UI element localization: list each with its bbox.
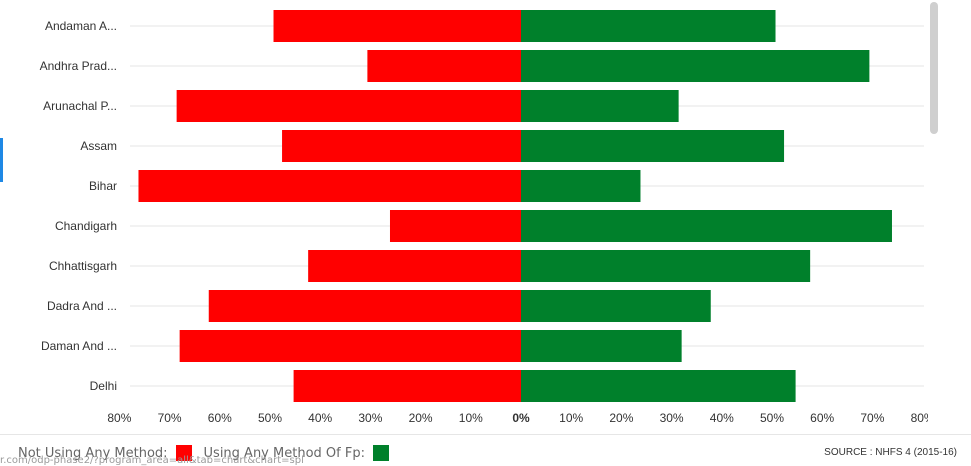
bar-not-using-andhra-prad[interactable]: [367, 50, 521, 82]
bar-not-using-bihar[interactable]: [138, 170, 521, 202]
x-tick-label: 50%: [258, 411, 282, 425]
x-tick-label: 70%: [158, 411, 182, 425]
category-labels: Andaman A... Andhra Prad... Arunachal P...…: [40, 19, 117, 393]
category-label: Chandigarh: [55, 219, 117, 233]
legend-swatch-not-using[interactable]: [175, 445, 192, 461]
bar-using-assam[interactable]: [521, 130, 785, 162]
x-axis-ticks: 80% 70% 60% 50% 40% 30% 20% 10% 0% 10% 20% 30% 40% 50…: [107, 411, 928, 425]
x-tick-label: 20%: [609, 411, 633, 425]
bar-using-chandigarh[interactable]: [521, 210, 892, 242]
category-label: Arunachal P...: [43, 99, 117, 113]
bar-using-andaman-a[interactable]: [521, 10, 776, 42]
x-tick-label: 60%: [810, 411, 834, 425]
bar-not-using-delhi[interactable]: [293, 370, 521, 402]
x-tick-label: 30%: [660, 411, 684, 425]
scrollbar-thumb[interactable]: [930, 2, 938, 134]
category-label: Delhi: [90, 379, 117, 393]
status-url: r.com/odp-phase2/?program_area=all&tab=c…: [0, 455, 304, 466]
x-tick-label: 10%: [559, 411, 583, 425]
bar-using-arunachal-p[interactable]: [521, 90, 679, 122]
x-tick-label: 80%: [107, 411, 131, 425]
category-label: Dadra And ...: [47, 299, 117, 313]
x-tick-label: 0%: [512, 411, 530, 425]
legend-label-using: Using Any Method Of Fp:: [203, 445, 365, 461]
chart-footer: Not Using Any Method: Using Any Method O…: [0, 434, 971, 466]
x-tick-label: 30%: [358, 411, 382, 425]
x-axis-band: [36, 402, 928, 432]
x-tick-label: 80%: [911, 411, 928, 425]
legend-swatch-using[interactable]: [372, 445, 389, 461]
category-label: Daman And ...: [41, 339, 117, 353]
x-tick-label: 40%: [308, 411, 332, 425]
bar-using-bihar[interactable]: [521, 170, 641, 202]
legend: Not Using Any Method: Using Any Method O…: [18, 445, 395, 461]
category-label: Andaman A...: [45, 19, 117, 33]
category-label: Assam: [80, 139, 117, 153]
x-tick-label: 40%: [710, 411, 734, 425]
bar-not-using-chandigarh[interactable]: [389, 210, 521, 242]
source-note: SOURCE : NHFS 4 (2015-16): [824, 447, 957, 458]
category-label: Andhra Prad...: [40, 59, 117, 73]
bar-not-using-andaman-a[interactable]: [273, 10, 521, 42]
x-tick-label: 70%: [860, 411, 884, 425]
bar-not-using-daman-and[interactable]: [179, 330, 521, 362]
legend-label-not-using: Not Using Any Method:: [18, 445, 168, 461]
category-label: Chhattisgarh: [49, 259, 117, 273]
bar-using-chhattisgarh[interactable]: [521, 250, 811, 282]
left-active-indicator: [0, 138, 3, 182]
x-tick-label: 20%: [409, 411, 433, 425]
bar-not-using-dadra-and[interactable]: [208, 290, 522, 322]
bar-not-using-assam[interactable]: [282, 130, 521, 162]
x-tick-label: 50%: [760, 411, 784, 425]
x-tick-label: 10%: [459, 411, 483, 425]
category-label: Bihar: [89, 179, 117, 193]
bar-using-dadra-and[interactable]: [521, 290, 711, 322]
bar-using-daman-and[interactable]: [521, 330, 682, 362]
bar-using-andhra-prad[interactable]: [521, 50, 870, 82]
bars-layer: [138, 10, 892, 402]
x-tick-label: 60%: [208, 411, 232, 425]
bar-not-using-chhattisgarh[interactable]: [308, 250, 521, 282]
bar-using-delhi[interactable]: [521, 370, 796, 402]
diverging-bar-chart: Andaman A... Andhra Prad... Arunachal P...…: [36, 10, 928, 432]
bar-not-using-arunachal-p[interactable]: [176, 90, 522, 122]
